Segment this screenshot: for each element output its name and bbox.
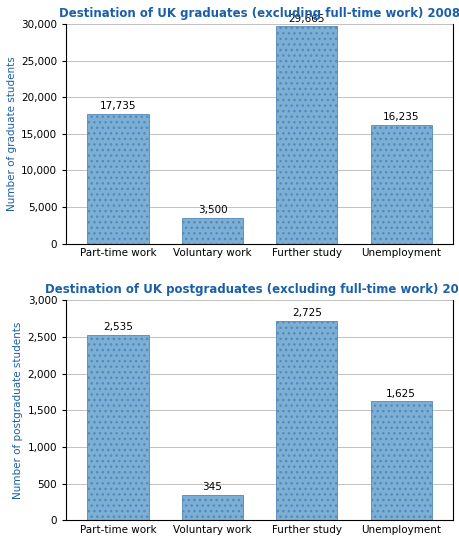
Bar: [275, 27, 337, 244]
Text: 2,535: 2,535: [103, 322, 133, 332]
Text: 3,500: 3,500: [197, 205, 227, 215]
Title: Destination of UK postgraduates (excluding full-time work) 2008: Destination of UK postgraduates (excludi…: [45, 283, 459, 296]
Bar: [369, 401, 431, 520]
Text: 16,235: 16,235: [382, 112, 419, 122]
Y-axis label: Number of graduate students: Number of graduate students: [7, 56, 17, 211]
Bar: [275, 320, 337, 520]
Bar: [87, 114, 149, 244]
Text: 2,725: 2,725: [291, 308, 321, 318]
Text: 17,735: 17,735: [100, 101, 136, 111]
Bar: [181, 218, 243, 244]
Bar: [87, 334, 149, 520]
Y-axis label: Number of postgraduate students: Number of postgraduate students: [13, 321, 23, 499]
Title: Destination of UK graduates (excluding full-time work) 2008: Destination of UK graduates (excluding f…: [59, 7, 459, 20]
Text: 345: 345: [202, 482, 222, 492]
Text: 1,625: 1,625: [386, 389, 415, 398]
Text: 29,665: 29,665: [288, 14, 325, 24]
Bar: [181, 495, 243, 520]
Bar: [369, 125, 431, 244]
